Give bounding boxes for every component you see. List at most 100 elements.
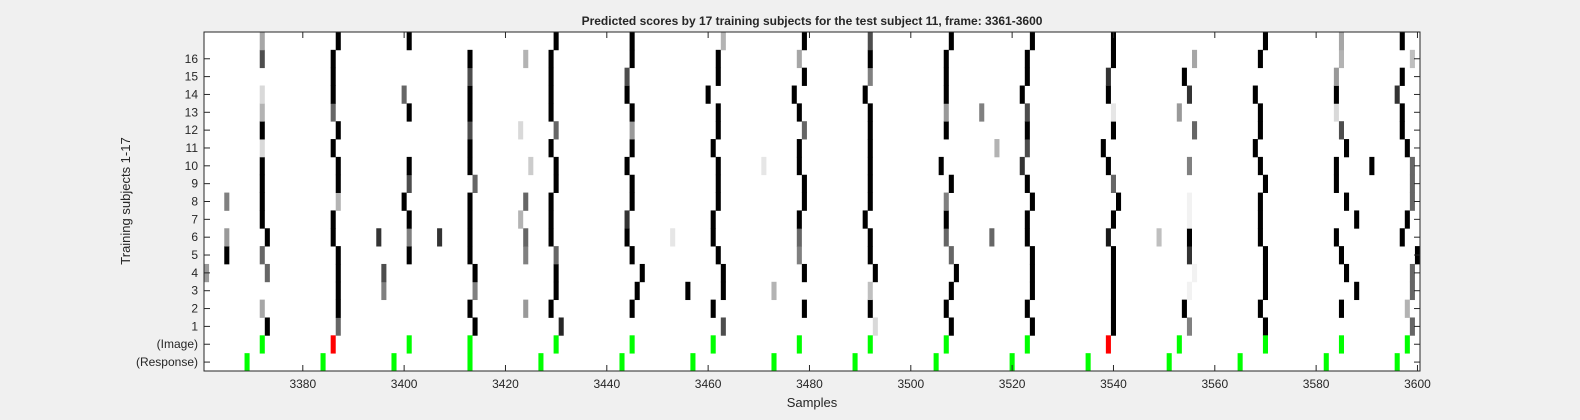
heatmap-cell <box>1029 263 1035 283</box>
heatmap-cell <box>1029 32 1035 51</box>
heatmap-cell <box>1404 139 1410 158</box>
heatmap-cell <box>1399 103 1405 122</box>
heatmap-cell <box>629 103 635 122</box>
heatmap-cell <box>330 228 336 247</box>
y-tick-label: 1 <box>191 319 198 333</box>
correct-marker <box>1176 335 1182 354</box>
heatmap-cell <box>1262 281 1268 301</box>
x-tick-label: 3580 <box>1303 377 1330 391</box>
heatmap-cell <box>467 85 473 104</box>
heatmap-cell <box>1344 192 1350 211</box>
heatmap-cell <box>710 228 716 247</box>
heatmap-cell <box>629 49 635 69</box>
heatmap-cell <box>1338 49 1344 69</box>
heatmap-cell <box>943 67 949 86</box>
heatmap-cell <box>801 299 807 318</box>
x-tick-label: 3440 <box>593 377 620 391</box>
heatmap-cell <box>1186 210 1192 229</box>
heatmap-cell <box>406 32 412 51</box>
y-tick-label: 5 <box>191 248 198 262</box>
correct-marker <box>690 353 696 372</box>
heatmap-cell <box>523 246 529 265</box>
heatmap-cell <box>528 156 534 176</box>
heatmap-cell <box>1019 156 1025 176</box>
heatmap-cell <box>629 246 635 265</box>
heatmap-cell <box>518 210 524 229</box>
y-tick-label: 7 <box>191 212 198 226</box>
x-axis-label: Samples <box>787 395 838 410</box>
heatmap-cell <box>1110 210 1116 229</box>
heatmap-cell <box>406 103 412 122</box>
heatmap-cell <box>224 246 230 265</box>
heatmap-cell <box>1024 228 1030 247</box>
heatmap-cell <box>401 192 407 211</box>
heatmap-cell <box>1110 299 1116 318</box>
heatmap-cell <box>406 210 412 229</box>
heatmap-cell <box>624 156 630 176</box>
heatmap-cell <box>335 281 341 301</box>
x-tick-label: 3500 <box>897 377 924 391</box>
heatmap-cell <box>335 299 341 318</box>
heatmap-cell <box>948 174 954 193</box>
heatmap-cell <box>472 281 478 301</box>
heatmap-cell <box>943 49 949 69</box>
heatmap-cell <box>264 317 270 336</box>
heatmap-cell <box>553 246 559 265</box>
heatmap-cell <box>948 281 954 301</box>
heatmap-cell <box>715 156 721 176</box>
heatmap-cell <box>467 210 473 229</box>
correct-marker <box>1338 335 1344 354</box>
heatmap-cell <box>467 67 473 86</box>
heatmap-cell <box>994 139 1000 158</box>
heatmap-cell <box>670 228 676 247</box>
heatmap-cell <box>1024 299 1030 318</box>
heatmap-cell <box>867 299 873 318</box>
heatmap-cell <box>1404 210 1410 229</box>
heatmap-cell <box>401 85 407 104</box>
heatmap-cell <box>1369 156 1375 176</box>
heatmap-cell <box>1105 67 1111 86</box>
heatmap-cell <box>1156 228 1162 247</box>
y-tick-label: (Image) <box>157 337 198 351</box>
heatmap-cell <box>629 32 635 51</box>
heatmap-cell <box>862 85 868 104</box>
heatmap-cell <box>1181 299 1187 318</box>
heatmap-cell <box>705 85 711 104</box>
heatmap-cell <box>224 192 230 211</box>
heatmap-cell <box>1024 210 1030 229</box>
heatmap-cell <box>523 192 529 211</box>
plot-area <box>204 32 1420 371</box>
heatmap-cell <box>472 174 478 193</box>
heatmap-cell <box>1252 139 1258 158</box>
correct-marker <box>320 353 326 372</box>
heatmap-cell <box>624 67 630 86</box>
heatmap-cell <box>259 85 265 104</box>
correct-marker <box>244 353 250 372</box>
heatmap-cell <box>1262 32 1268 51</box>
heatmap-cell <box>867 156 873 176</box>
heatmap-cell <box>548 103 554 122</box>
heatmap-cell <box>624 210 630 229</box>
heatmap-cell <box>629 174 635 193</box>
heatmap-cell <box>259 299 265 318</box>
heatmap-cell <box>1024 67 1030 86</box>
heatmap-cell <box>943 85 949 104</box>
heatmap-cell <box>710 299 716 318</box>
heatmap-cell <box>259 139 265 158</box>
heatmap-cell <box>548 210 554 229</box>
heatmap-cell <box>1399 121 1405 140</box>
y-tick-label: 6 <box>191 230 198 244</box>
heatmap-cell <box>1192 263 1198 283</box>
heatmap-cell <box>796 156 802 176</box>
heatmap-cell <box>1257 192 1263 211</box>
heatmap-cell <box>720 317 726 336</box>
heatmap-cell <box>553 263 559 283</box>
correct-marker <box>852 353 858 372</box>
heatmap-cell <box>1186 192 1192 211</box>
heatmap-cell <box>1409 263 1415 283</box>
heatmap-cell <box>1186 85 1192 104</box>
heatmap-cell <box>518 121 524 140</box>
heatmap-cell <box>1186 246 1192 265</box>
heatmap-cell <box>1029 317 1035 336</box>
heatmap-cell <box>1105 85 1111 104</box>
